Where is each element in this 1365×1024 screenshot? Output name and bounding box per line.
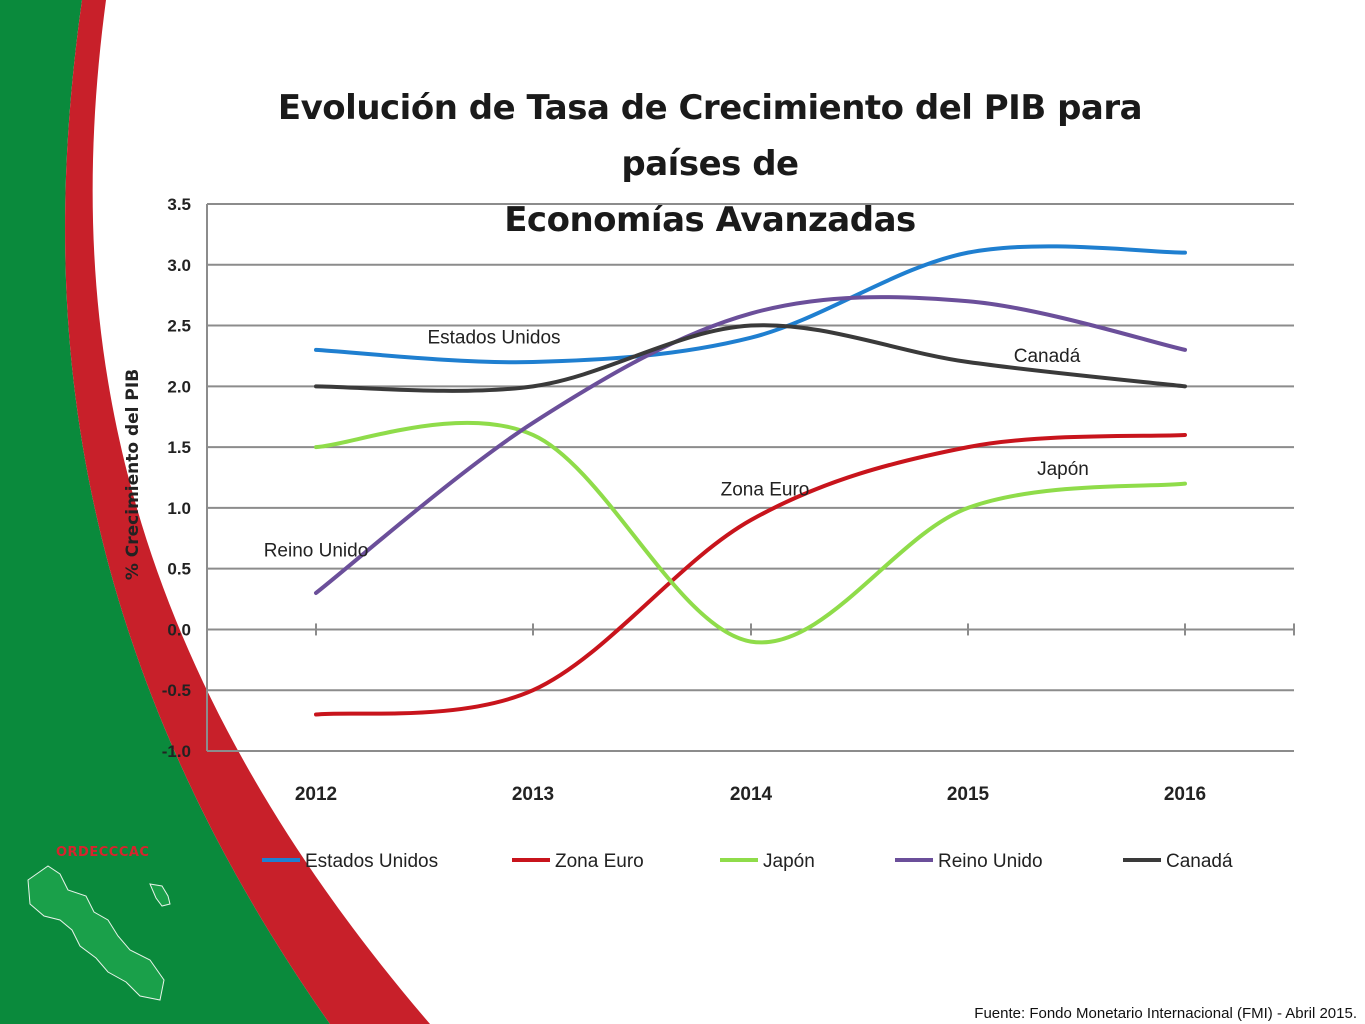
series-annotation: Japón [1037, 459, 1089, 480]
chart-title-line-2: Economías Avanzadas [504, 200, 916, 240]
series-annotation: Canadá [1014, 346, 1081, 367]
series-annotation: Estados Unidos [427, 328, 560, 349]
series-annotation: Zona Euro [721, 480, 810, 501]
green-band [0, 0, 330, 1024]
x-tick-label: 2014 [730, 784, 773, 805]
series-line-estados-unidos [314, 244, 1187, 365]
legend-label: Reino Unido [938, 851, 1043, 872]
x-axis: 2012 2013 2014 2015 2016 [295, 623, 1295, 805]
legend: Estados Unidos Zona Euro Japón Reino Unido C… [262, 851, 1233, 872]
legend-label: Estados Unidos [305, 851, 438, 872]
map-silhouette [27, 865, 165, 1001]
series-line-reino-unido [314, 295, 1187, 595]
series-annotation: Reino Unido [264, 540, 369, 561]
chart-title-line-1: Evolución de Tasa de Crecimiento del PIB… [277, 88, 1143, 184]
series-lines [314, 244, 1187, 717]
series-annotations: Estados Unidos Canadá Zona Euro Japón Reino … [264, 328, 1089, 562]
x-tick-label: 2015 [947, 784, 990, 805]
chart-title: Evolución de Tasa de Crecimiento del PIB… [240, 80, 1180, 248]
y-tick-label: 0.5 [167, 560, 191, 579]
y-tick-label: 1.5 [167, 438, 191, 457]
y-tick-label: 3.5 [167, 195, 191, 214]
brand-name: ORDECCCAC [56, 845, 150, 860]
island-shape [149, 883, 171, 907]
grid-lines [206, 203, 1294, 752]
y-tick-label: 2.0 [167, 377, 191, 396]
y-tick-label: 3.0 [167, 256, 191, 275]
source-note: Fuente: Fondo Monetario Internacional (F… [974, 1005, 1357, 1022]
legend-label: Canadá [1166, 851, 1233, 872]
legend-label: Japón [763, 851, 815, 872]
y-tick-label: -1.0 [162, 742, 191, 761]
x-tick-label: 2012 [295, 784, 337, 805]
y-tick-label: -0.5 [162, 681, 191, 700]
series-line-japon [314, 420, 1187, 645]
series-line-canada [314, 323, 1187, 393]
legend-label: Zona Euro [555, 851, 644, 872]
y-axis-ticks: 3.5 3.0 2.5 2.0 1.5 1.0 0.5 0.0 -0.5 -1.0 [162, 195, 191, 761]
red-band [65, 0, 430, 1024]
x-tick-label: 2016 [1164, 784, 1206, 805]
y-tick-label: 2.5 [167, 317, 191, 336]
y-axis-label: % Crecimiento del PIB [123, 369, 143, 580]
y-tick-label: 0.0 [167, 620, 191, 639]
y-tick-label: 1.0 [167, 499, 191, 518]
series-line-zona-euro [314, 432, 1187, 717]
x-tick-label: 2013 [512, 784, 554, 805]
